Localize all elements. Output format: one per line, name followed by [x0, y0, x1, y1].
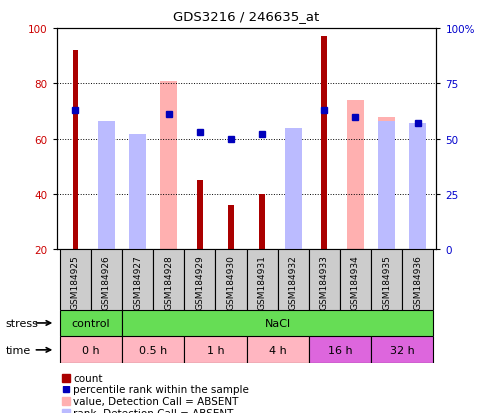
- Text: GSM184929: GSM184929: [195, 255, 204, 309]
- Text: GSM184935: GSM184935: [382, 255, 391, 309]
- Bar: [98, 122, 115, 250]
- Bar: [284, 175, 302, 250]
- Text: control: control: [71, 318, 110, 328]
- Bar: [340, 250, 371, 310]
- Bar: [215, 250, 246, 310]
- Text: rank, Detection Call = ABSENT: rank, Detection Call = ABSENT: [73, 408, 233, 413]
- Text: GDS3216 / 246635_at: GDS3216 / 246635_at: [174, 10, 319, 23]
- Bar: [309, 337, 371, 363]
- Bar: [378, 122, 395, 250]
- Bar: [91, 250, 122, 310]
- Text: GSM184930: GSM184930: [226, 255, 236, 309]
- Bar: [259, 195, 265, 250]
- Text: GSM184928: GSM184928: [164, 255, 173, 309]
- Bar: [153, 250, 184, 310]
- Bar: [402, 250, 433, 310]
- Bar: [98, 126, 115, 250]
- Text: 32 h: 32 h: [389, 345, 415, 355]
- Bar: [409, 124, 426, 250]
- Text: GSM184932: GSM184932: [289, 255, 298, 309]
- Text: GSM184934: GSM184934: [351, 255, 360, 309]
- Bar: [129, 135, 146, 250]
- Bar: [378, 117, 395, 250]
- Bar: [197, 181, 203, 250]
- Text: time: time: [6, 345, 31, 355]
- Text: percentile rank within the sample: percentile rank within the sample: [73, 385, 249, 394]
- Bar: [184, 337, 246, 363]
- Text: count: count: [73, 373, 103, 383]
- Text: GSM184925: GSM184925: [71, 255, 80, 309]
- Text: 0 h: 0 h: [82, 345, 100, 355]
- Bar: [160, 81, 177, 250]
- Bar: [60, 310, 122, 337]
- Text: 16 h: 16 h: [327, 345, 352, 355]
- Text: GSM184927: GSM184927: [133, 255, 142, 309]
- Bar: [371, 250, 402, 310]
- Bar: [60, 250, 91, 310]
- Bar: [122, 310, 433, 337]
- Bar: [371, 337, 433, 363]
- Text: GSM184926: GSM184926: [102, 255, 111, 309]
- Bar: [284, 128, 302, 250]
- Bar: [278, 250, 309, 310]
- Text: 0.5 h: 0.5 h: [139, 345, 167, 355]
- Bar: [246, 337, 309, 363]
- Bar: [60, 337, 122, 363]
- Bar: [122, 337, 184, 363]
- Text: 4 h: 4 h: [269, 345, 286, 355]
- Text: stress: stress: [6, 318, 39, 328]
- Text: 1 h: 1 h: [207, 345, 224, 355]
- Text: GSM184933: GSM184933: [320, 255, 329, 309]
- Bar: [347, 101, 364, 250]
- Text: value, Detection Call = ABSENT: value, Detection Call = ABSENT: [73, 396, 238, 406]
- Bar: [129, 186, 146, 250]
- Bar: [246, 250, 278, 310]
- Bar: [228, 206, 234, 250]
- Bar: [72, 51, 78, 250]
- Text: GSM184931: GSM184931: [257, 255, 267, 309]
- Bar: [321, 37, 327, 250]
- Text: NaCl: NaCl: [265, 318, 291, 328]
- Bar: [309, 250, 340, 310]
- Bar: [122, 250, 153, 310]
- Text: GSM184936: GSM184936: [413, 255, 422, 309]
- Bar: [184, 250, 215, 310]
